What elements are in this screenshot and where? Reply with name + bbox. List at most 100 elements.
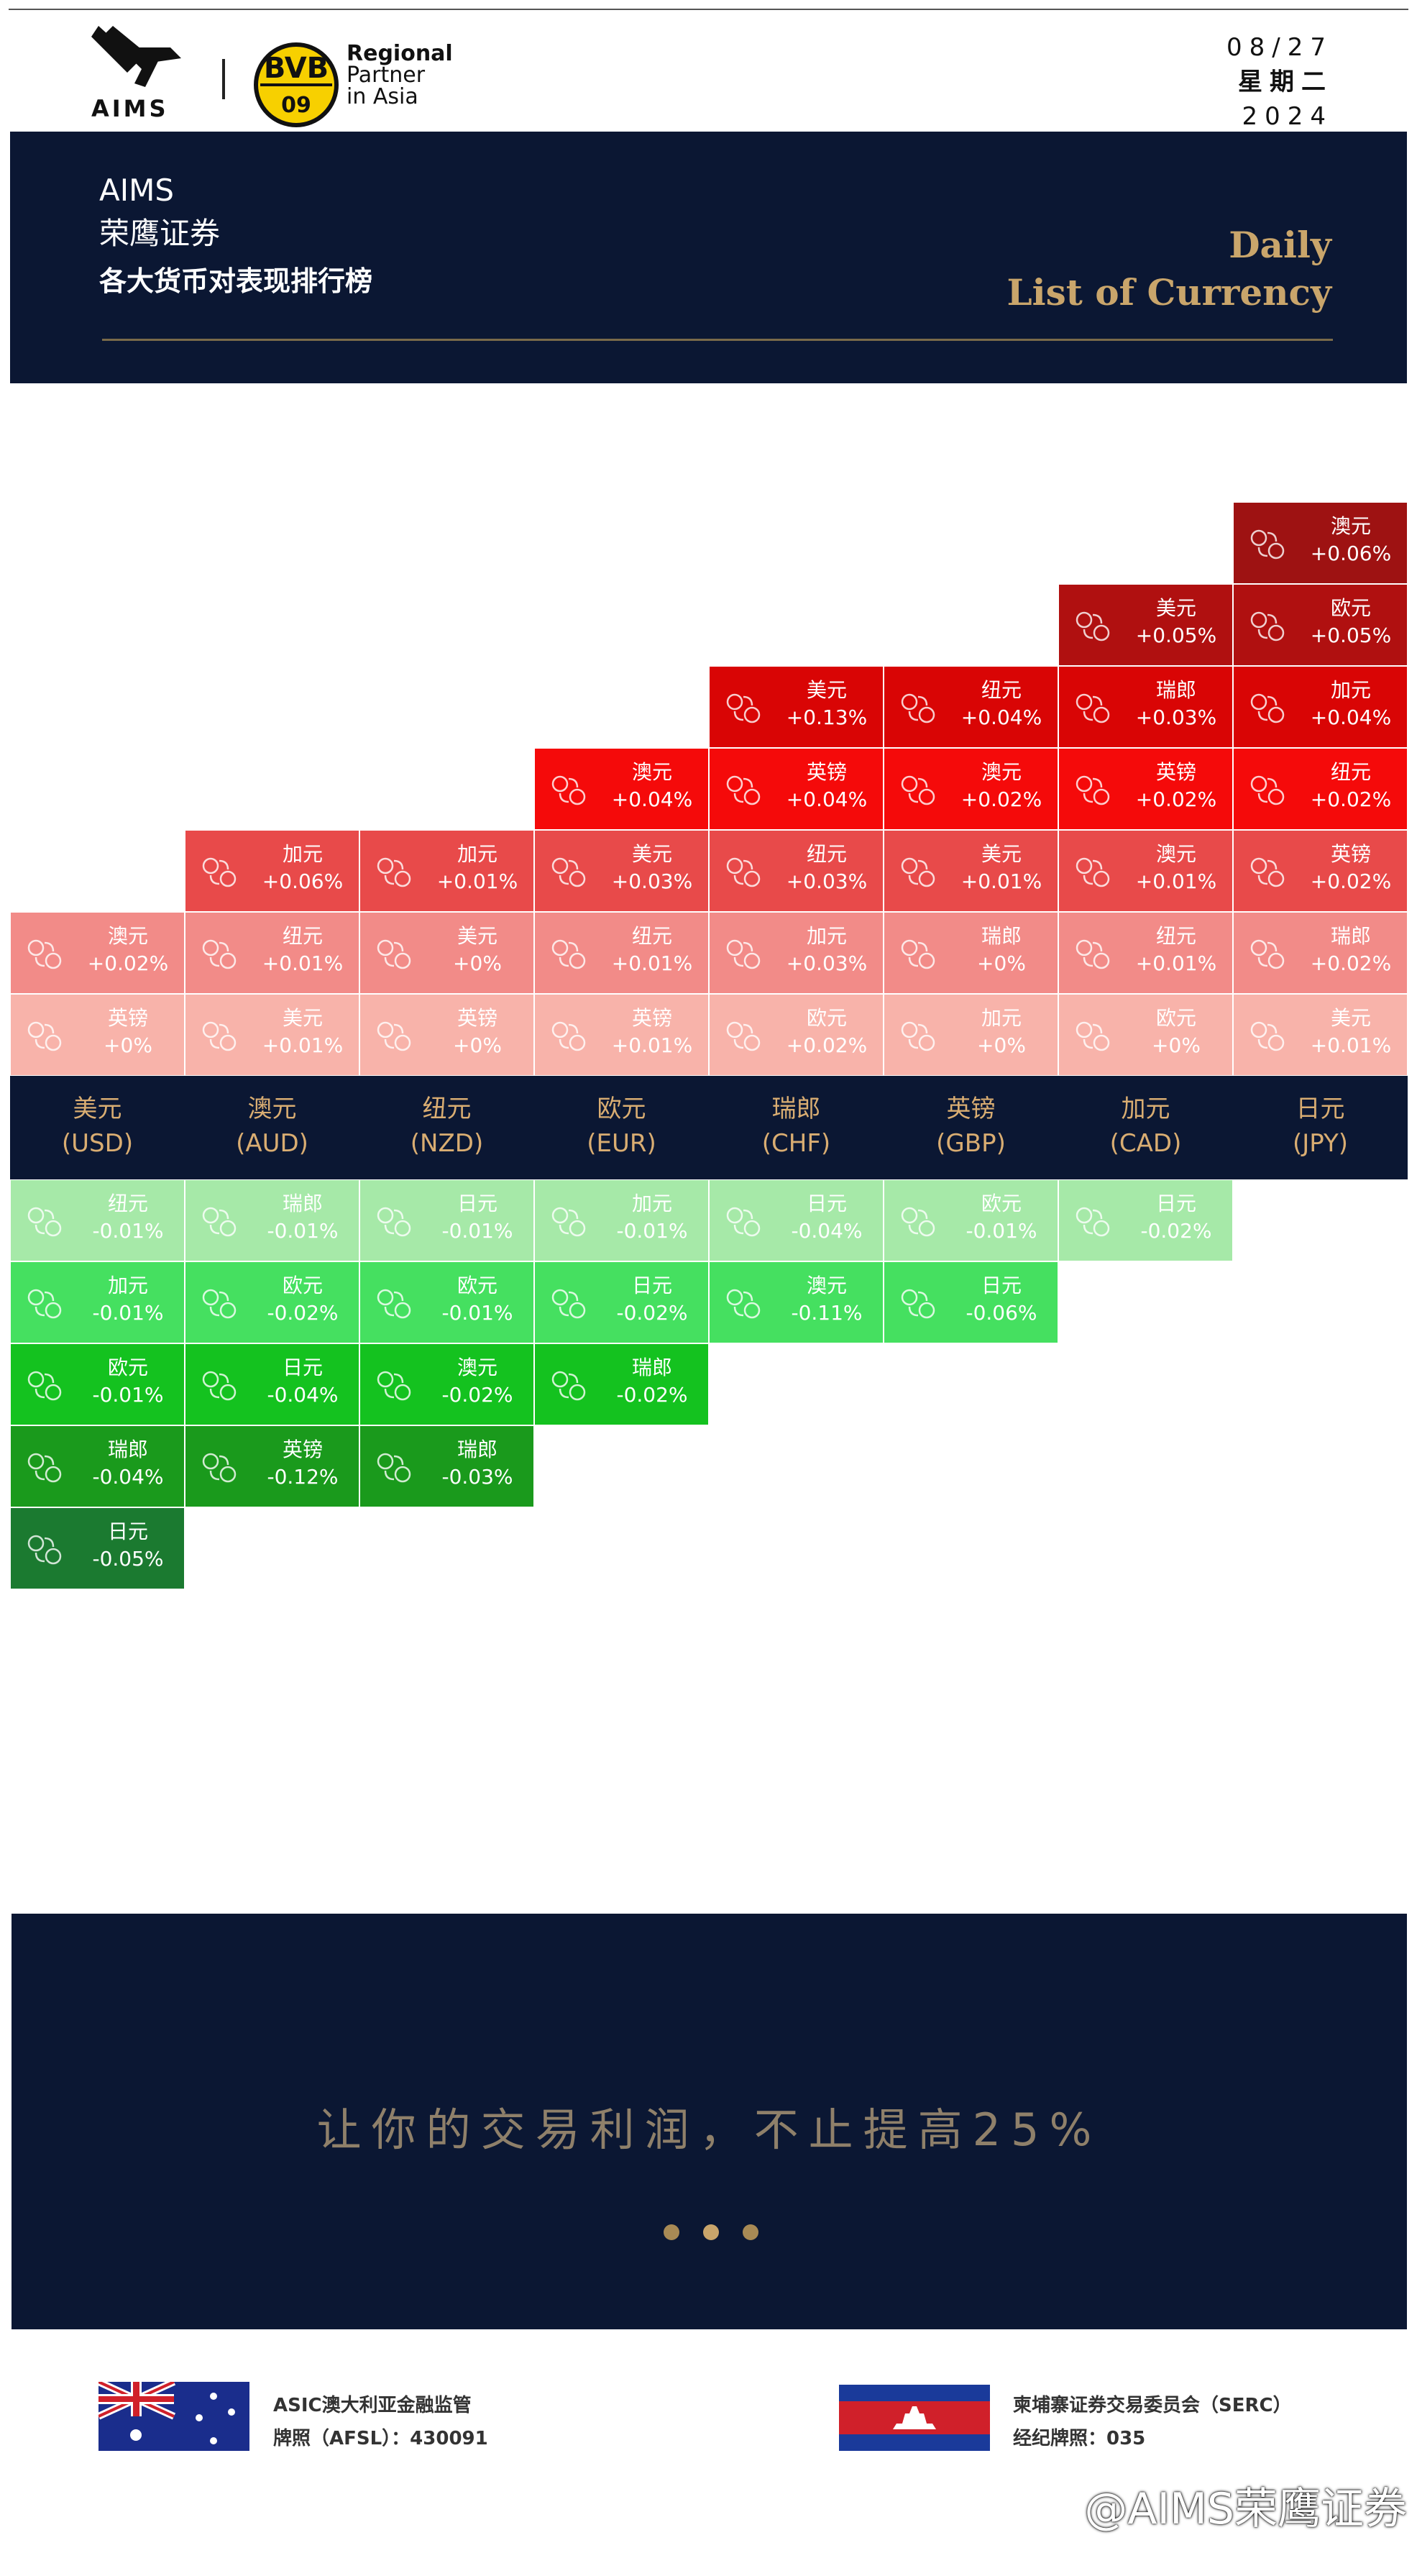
gain-cell: 澳元 +0.04%	[535, 749, 708, 829]
change: +0%	[977, 1033, 1026, 1057]
exchange-icon	[1250, 529, 1285, 559]
gain-cell: 英镑 +0%	[360, 995, 533, 1075]
change: -0.04%	[92, 1465, 164, 1489]
regulator: 柬埔寨证券交易委员会（SERC）	[1013, 2395, 1292, 2416]
exchange-icon	[377, 1289, 411, 1319]
pair: 加元	[981, 1006, 1022, 1030]
pair: 加元	[107, 1274, 148, 1297]
cell-text: 英镑 -0.12%	[254, 1436, 352, 1491]
cell-text: 纽元 +0.01%	[254, 923, 352, 977]
change: -0.01%	[267, 1219, 339, 1243]
partner-line: Regional	[347, 41, 453, 66]
cell-text: 英镑 +0.02%	[1302, 841, 1400, 895]
exchange-icon	[1250, 939, 1285, 969]
cell-text: 纽元 +0.01%	[1127, 923, 1225, 977]
cell-text: 纽元 +0.03%	[778, 841, 876, 895]
exchange-icon	[1076, 611, 1110, 641]
gain-cell: 加元 +0.01%	[360, 831, 533, 911]
cell-text: 美元 +0.01%	[953, 841, 1050, 895]
exchange-icon	[377, 939, 411, 969]
exchange-icon	[202, 857, 237, 887]
top-bar: AIMS BVB 09 Regional Partner in Asia 08/…	[9, 9, 1408, 131]
partner: Regional Partner in Asia	[347, 43, 453, 108]
au-flag	[98, 2382, 249, 2451]
cell-text: 英镑 +0.04%	[778, 759, 876, 813]
gain-cell: 美元 +0.03%	[535, 831, 708, 911]
cell-text: 日元 -0.04%	[778, 1190, 876, 1245]
pair: 美元	[806, 678, 847, 702]
change: +0.04%	[786, 787, 868, 811]
pair: 瑞郎	[631, 1356, 672, 1379]
cell-text: 欧元 -0.01%	[428, 1272, 526, 1327]
pair: 纽元	[1155, 924, 1196, 948]
title-line: 各大货币对表现排行榜	[99, 265, 373, 297]
pair: 澳元	[981, 760, 1022, 784]
pair: 纽元	[282, 924, 323, 948]
cell-text: 纽元 +0.01%	[603, 923, 701, 977]
pair: 日元	[806, 1192, 847, 1215]
change: -0.01%	[92, 1301, 164, 1325]
pair: 英镑	[1330, 842, 1371, 866]
gain-cell: 美元 +0.13%	[710, 667, 883, 747]
gain-cell: 美元 +0.01%	[185, 995, 359, 1075]
pair: 瑞郎	[282, 1192, 323, 1215]
exchange-icon	[202, 1453, 237, 1483]
gain-cell: 欧元 +0.05%	[1234, 585, 1407, 665]
cell-text: 英镑 +0%	[79, 1005, 177, 1059]
cell-text: 瑞郎 -0.04%	[79, 1436, 177, 1491]
pair: 纽元	[981, 678, 1022, 702]
cell-text: 加元 +0%	[953, 1005, 1050, 1059]
loss-cell: 日元 -0.05%	[11, 1508, 184, 1589]
pair: 纽元	[1330, 760, 1371, 784]
pair: 日元	[282, 1356, 323, 1379]
gain-cell: 澳元 +0.02%	[11, 913, 184, 993]
currency-name: 美元	[73, 1095, 122, 1123]
pair: 英镑	[457, 1006, 497, 1030]
cell-text: 瑞郎 +0.02%	[1302, 923, 1400, 977]
change: +0.05%	[1310, 624, 1392, 647]
exchange-icon	[551, 939, 586, 969]
currency-header-row	[10, 1076, 1408, 1179]
exchange-icon	[27, 1371, 62, 1401]
gain-cell: 美元 +0.01%	[1234, 995, 1407, 1075]
exchange-icon	[726, 1207, 761, 1237]
change: +0%	[1152, 1033, 1201, 1057]
cell-text: 澳元 +0.04%	[603, 759, 701, 813]
exchange-icon	[901, 1207, 935, 1237]
change: +0.02%	[786, 1033, 868, 1057]
gain-cell: 纽元 +0.03%	[710, 831, 883, 911]
gain-cell: 澳元 +0.01%	[1059, 831, 1232, 911]
cell-text: 澳元 +0.02%	[953, 759, 1050, 813]
asic-info: ASIC澳大利亚金融监管 牌照（AFSL）：430091	[273, 2389, 488, 2455]
gain-cell: 英镑 +0%	[11, 995, 184, 1075]
date-day: 08/27	[1226, 33, 1333, 62]
pair: 纽元	[107, 1192, 148, 1215]
gain-cell: 纽元 +0.01%	[535, 913, 708, 993]
cell-text: 日元 -0.02%	[603, 1272, 701, 1327]
license: 牌照（AFSL）：430091	[273, 2428, 488, 2449]
change: -0.11%	[791, 1301, 863, 1325]
pair: 加元	[631, 1192, 672, 1215]
gain-cell: 英镑 +0.01%	[535, 995, 708, 1075]
pair: 欧元	[107, 1356, 148, 1379]
cell-text: 欧元 +0.05%	[1302, 595, 1400, 649]
currency-name: 澳元	[247, 1095, 297, 1123]
currency-header: 日元 (JPY)	[1233, 1076, 1408, 1179]
pair: 瑞郎	[981, 924, 1022, 948]
exchange-icon	[901, 857, 935, 887]
exchange-icon	[27, 1289, 62, 1319]
currency-name: 加元	[1121, 1095, 1170, 1123]
date: 08/27 星期二 2024	[1226, 30, 1333, 134]
cell-text: 瑞郎 -0.01%	[254, 1190, 352, 1245]
cell-text: 澳元 +0.01%	[1127, 841, 1225, 895]
pair: 英镑	[107, 1006, 148, 1030]
gain-cell: 纽元 +0.02%	[1234, 749, 1407, 829]
cell-text: 日元 -0.04%	[254, 1354, 352, 1409]
change: +0.01%	[436, 869, 518, 893]
gain-cell: 美元 +0%	[360, 913, 533, 993]
cell-text: 日元 -0.06%	[953, 1272, 1050, 1327]
exchange-icon	[1250, 775, 1285, 805]
exchange-icon	[202, 1207, 237, 1237]
exchange-icon	[377, 1371, 411, 1401]
pair: 英镑	[1155, 760, 1196, 784]
